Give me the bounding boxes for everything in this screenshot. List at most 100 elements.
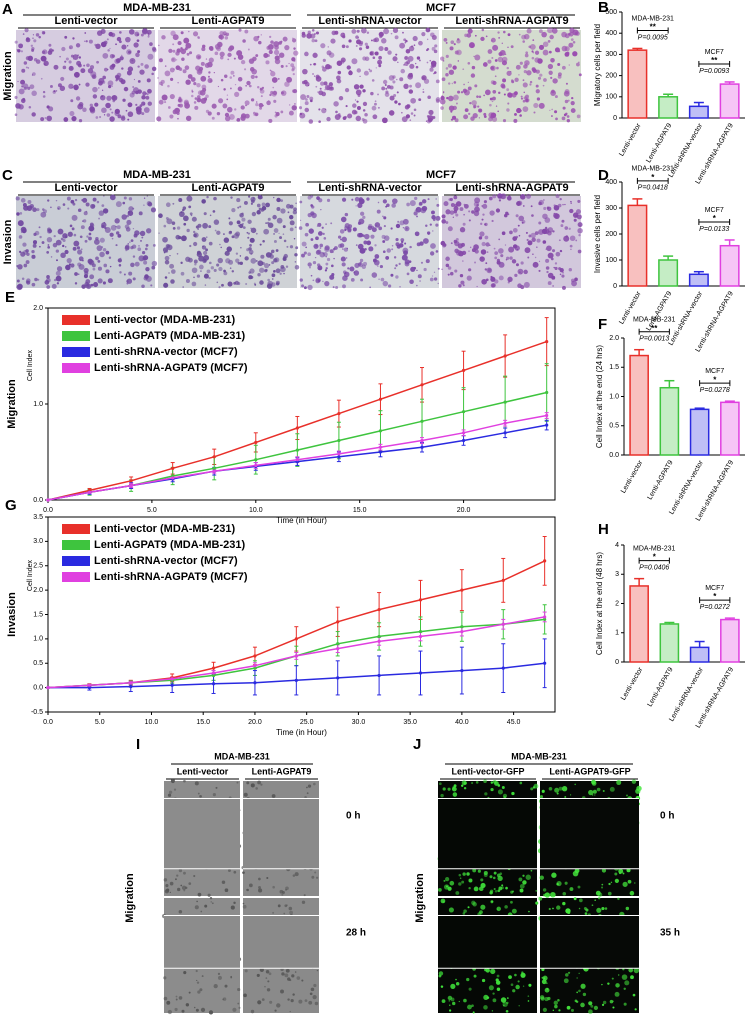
cell-blob [291,974,294,977]
cell-blob [196,54,201,59]
point [254,458,257,461]
cell-blob [164,878,167,881]
cell-blob [179,996,183,1000]
time-point-label: 28 h [346,928,366,939]
cell-blob [281,894,283,896]
y-tick-label: 200 [605,231,617,238]
cell-blob [225,258,230,263]
cell-blob [137,39,140,42]
cell-blob [554,110,557,113]
column-label: Lenti-vector-GFP [451,766,524,776]
cell-blob [335,111,338,114]
cell-blob [29,106,32,109]
cell-blob [180,262,182,264]
cell-blob [402,116,408,122]
cell-blob [571,101,575,105]
cell-blob [530,787,533,790]
cell-blob [414,44,416,46]
point [543,662,546,665]
cell-blob [260,783,262,785]
cell-blob [33,244,37,248]
cell-blob [315,86,317,88]
column-label: Lenti-shRNA-AGPAT9 [455,15,568,27]
cell-blob [163,225,166,228]
cell-blob [147,78,151,82]
y-tick-label: 3.0 [33,538,43,545]
cell-blob [419,59,421,61]
scratch-gap [243,799,319,869]
cell-blob [556,905,560,909]
y-tick-label: 100 [605,94,617,101]
cell-blob [186,229,189,232]
cell-blob [295,203,297,205]
cell-blob [90,204,95,209]
cell-blob [590,1005,593,1008]
cell-blob [301,979,303,981]
cell-blob [406,203,410,207]
cell-blob [194,263,196,265]
cell-blob [455,213,458,216]
cell-blob [432,230,433,231]
cell-blob [262,998,265,1001]
cell-blob [403,250,408,255]
cell-blob [519,34,521,36]
cell-blob [26,253,29,256]
cell-blob [535,257,536,258]
cell-blob [543,1008,547,1012]
cell-blob [507,196,511,200]
cell-blob [454,81,457,84]
x-tick-label: 0.0 [43,719,53,726]
point [379,429,382,432]
cell-blob [171,269,176,274]
cell-blob [56,276,62,282]
cell-blob [471,100,476,105]
cell-blob [82,220,84,222]
cell-blob [137,33,139,35]
cell-blob [445,221,448,224]
cell-blob [461,785,463,787]
cell-blob [242,223,244,225]
cell-blob [63,239,66,242]
cell-blob [143,261,147,265]
cell-blob [238,29,241,32]
cell-blob [269,972,272,975]
cell-blob [249,244,252,247]
cell-blob [111,64,115,68]
cell-blob [114,218,119,223]
cell-blob [300,278,303,281]
cell-blob [299,113,305,119]
cell-blob [72,227,75,230]
cell-blob [448,96,454,102]
point [295,637,298,640]
cell-blob [101,95,103,97]
cell-blob [449,1005,450,1006]
cell-blob [378,56,382,60]
cell-blob [508,975,512,979]
cell-blob [251,75,255,79]
cell-blob [222,104,227,109]
cell-blob [317,223,321,227]
cell-blob [18,43,23,48]
cell-blob [315,257,316,258]
cell-blob [214,219,219,224]
cell-blob [519,114,522,117]
cell-blob [527,28,532,33]
cell-blob [229,231,232,234]
cell-blob [284,973,288,977]
cell-blob [291,57,295,61]
cell-blob [571,1009,574,1012]
cell-blob [485,242,489,246]
cell-blob [93,268,96,271]
cell-blob [116,58,120,62]
cell-blob [244,793,248,797]
cell-blob [304,52,309,57]
cell-blob [440,794,443,797]
cell-blob [209,262,212,265]
cell-blob [564,204,565,205]
panel-letter: H [598,521,609,538]
cell-blob [129,197,132,200]
cell-blob [163,283,168,288]
cell-blob [265,60,269,64]
point [253,681,256,684]
cell-blob [21,69,25,73]
